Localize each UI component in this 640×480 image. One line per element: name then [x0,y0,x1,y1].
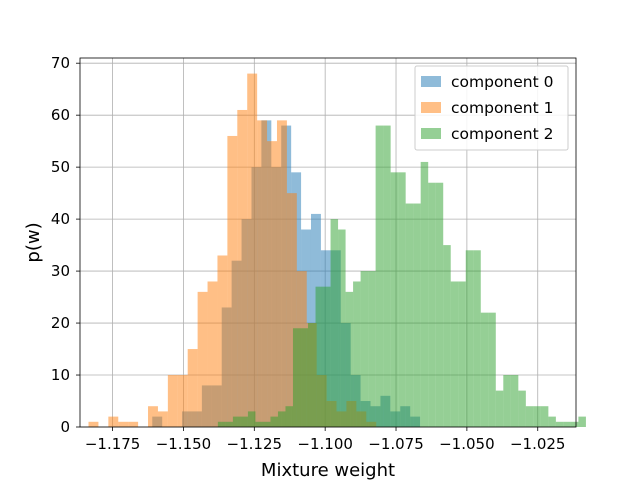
histogram-bar [555,421,564,427]
histogram-bar [473,250,481,427]
histogram-bar [413,203,421,427]
x-tick-label: −1.175 [85,435,141,453]
legend-label: component 1 [451,99,553,117]
histogram-bar [443,245,451,427]
plot-frame [79,57,577,428]
histogram-bar [88,421,99,427]
histogram-bar [270,416,278,427]
histogram-bar [368,271,376,427]
histogram-bar [383,125,391,427]
histogram-bar [167,375,178,427]
histogram-bar [108,416,119,427]
histogram-bar [207,281,218,427]
histogram-bar [405,203,414,427]
histogram-bar [338,229,346,427]
histogram-bar [177,375,188,427]
histogram-bar [187,349,198,427]
legend-swatch [421,102,441,113]
legend-label: component 2 [451,125,553,143]
x-axis-label: Mixture weight [261,460,395,480]
legend-swatch [421,76,441,87]
histogram-bar [360,271,369,427]
histogram-bar [398,172,406,427]
histogram-bar [157,411,168,427]
histogram-bar [570,421,579,427]
histogram-bar [262,421,271,427]
x-tick-label: −1.025 [510,435,566,453]
histogram-bar [533,406,541,427]
histogram-bar [276,120,287,427]
histogram-bar [227,135,238,427]
x-tick-label: −1.075 [368,435,424,453]
histogram-bar [518,390,526,427]
histogram-bar [237,109,248,427]
histogram-bar [267,141,277,428]
x-tick-label: −1.125 [227,435,283,453]
histogram-bar [503,375,511,427]
legend-box [414,65,569,151]
histogram-bar [128,421,139,427]
histogram-bar [353,281,361,427]
histogram-bar [563,421,571,427]
x-tick-label: −1.050 [439,435,495,453]
histogram-bar [255,421,263,427]
histogram-bar [540,406,549,427]
y-tick-label: 30 [51,262,70,280]
histogram-bar [225,421,233,427]
x-tick-label: −1.150 [156,435,212,453]
histogram-bar [323,286,331,427]
histogram-bar [465,250,474,427]
x-axis-ticks: −1.175 −1.150 −1.125 −1.100 −1.075 −1.050 −1.0… [85,427,566,453]
histogram-bar [480,312,489,427]
histogram-bar [247,411,256,427]
legend: component 0 component 1 component 2 [414,65,569,151]
y-tick-label: 70 [51,54,70,72]
histogram-bar [548,416,556,427]
histogram-bar [300,328,309,427]
histogram-bar [578,416,586,427]
histogram-bar [197,291,208,427]
y-axis-ticks: 0 10 20 30 40 50 60 70 [51,54,80,436]
histogram-bar [247,73,258,427]
histogram-bar [450,281,459,427]
histogram-bar [217,255,228,427]
bars [88,73,586,428]
histogram-bar [277,411,286,427]
histogram-bar [525,406,534,427]
histogram-bar [315,286,324,427]
y-tick-label: 20 [51,314,70,332]
histogram-bar [257,120,268,427]
y-tick-label: 40 [51,210,70,228]
histogram-bar [435,182,444,427]
y-axis-label: p(w) [23,222,44,262]
histogram-bar [240,416,248,427]
histogram-bar [488,312,496,427]
x-tick-label: −1.100 [297,435,353,453]
histogram-bar [458,281,466,427]
histogram-bar [420,161,429,427]
legend-label: component 0 [451,73,553,91]
histogram-bar [148,406,158,427]
y-tick-label: 10 [51,366,70,384]
histogram-bar [286,193,297,427]
histogram-bar [292,328,301,427]
histogram-bar [375,125,384,427]
histogram-bar [118,421,129,427]
histogram-bar [285,406,293,427]
y-tick-label: 0 [60,418,70,436]
histogram-bar [510,375,519,427]
y-tick-label: 50 [51,158,70,176]
histogram-bar [308,323,316,427]
histogram-bar [390,172,399,427]
histogram-bar [217,421,226,427]
histogram-bar [330,219,339,427]
histogram-bar [345,291,354,427]
histogram-bar [495,390,504,427]
histogram-bar [428,182,436,427]
legend-swatch [421,128,441,139]
series-2 [217,125,586,427]
histogram-bar [232,416,241,427]
y-tick-label: 60 [51,106,70,124]
